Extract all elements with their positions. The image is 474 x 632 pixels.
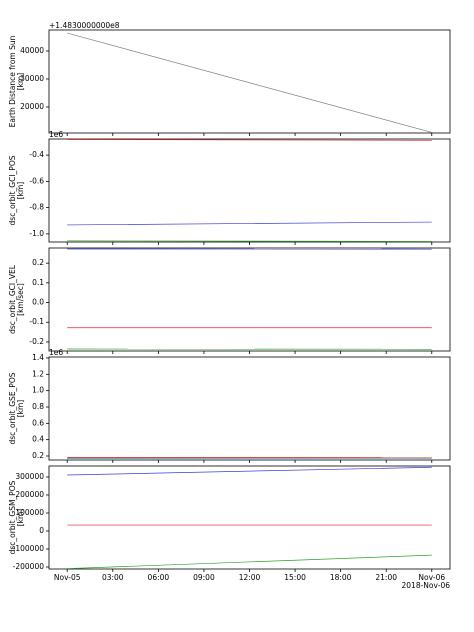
date-label: 2018-Nov-06	[402, 581, 451, 590]
y-tick-label: 0.6	[32, 418, 44, 427]
y-tick-label: 20000	[20, 102, 44, 111]
y-tick-label: -0.1	[29, 317, 44, 326]
y-axis-label: [km]	[16, 400, 25, 418]
series-line	[67, 240, 432, 242]
plot-frame	[48, 356, 451, 461]
offset-text: 1e6	[49, 130, 63, 139]
plot-frame	[48, 465, 451, 570]
y-axis-label: [km]	[16, 182, 25, 200]
y-tick-label: 200000	[15, 490, 44, 499]
y-tick-label: 0.2	[32, 258, 44, 267]
plot-frame	[48, 247, 451, 352]
x-tick-label: 03:00	[102, 573, 124, 582]
x-tick-label: 18:00	[330, 573, 352, 582]
x-tick-label: Nov-05	[54, 573, 81, 582]
y-tick-label: -0.2	[29, 337, 44, 346]
y-axis-label: dsc_orbit_GSE_POS	[8, 372, 17, 444]
plot-frame	[48, 138, 451, 243]
y-tick-label: 100000	[15, 508, 44, 517]
y-axis-label: [km/sec]	[16, 283, 25, 316]
offset-text: +1.4830000000e8	[49, 21, 120, 30]
x-tick-label: 09:00	[193, 573, 215, 582]
x-tick-label: 21:00	[375, 573, 397, 582]
y-tick-label: 300000	[15, 472, 44, 481]
y-tick-label: 0.1	[32, 278, 44, 287]
offset-text: 1e6	[49, 348, 63, 357]
y-tick-label: 1.4	[32, 353, 44, 362]
y-tick-label: 1.2	[32, 369, 44, 378]
series-line	[67, 139, 432, 141]
y-tick-label: 0.0	[32, 298, 44, 307]
x-tick-label: 12:00	[239, 573, 261, 582]
series-line	[67, 466, 432, 476]
y-tick-label: -0.4	[29, 150, 44, 159]
series-line	[67, 221, 432, 226]
y-tick-label: 30000	[20, 74, 44, 83]
y-tick-label: 0.4	[32, 435, 44, 444]
y-tick-label: 1.0	[32, 386, 44, 395]
y-tick-label: -0.6	[29, 176, 44, 185]
y-tick-label: -1.0	[29, 229, 44, 238]
y-axis-label: [km]	[16, 509, 25, 527]
y-tick-label: -0.8	[29, 203, 44, 212]
x-tick-label: Nov-06	[418, 573, 445, 582]
x-tick-label: 15:00	[284, 573, 306, 582]
plot-frame	[48, 29, 451, 134]
y-axis-label: dsc_orbit_GCI_POS	[8, 155, 17, 225]
y-tick-label: -200000	[13, 562, 45, 571]
y-axis-label: dsc_orbit_GCI_VEL	[8, 264, 17, 334]
y-tick-label: 0.2	[32, 451, 44, 460]
y-axis-label: [km]	[16, 73, 25, 91]
x-tick-label: 06:00	[148, 573, 170, 582]
y-tick-label: 40000	[20, 46, 44, 55]
series-line	[67, 554, 432, 569]
y-tick-label: 0.8	[32, 402, 44, 411]
y-axis-label: dsc_orbit_GSM_POS	[8, 480, 17, 554]
series-line	[67, 32, 432, 133]
y-tick-label: 0	[39, 526, 44, 535]
y-axis-label: Earth Distance from Sun	[8, 35, 17, 127]
y-tick-label: -100000	[13, 544, 45, 553]
